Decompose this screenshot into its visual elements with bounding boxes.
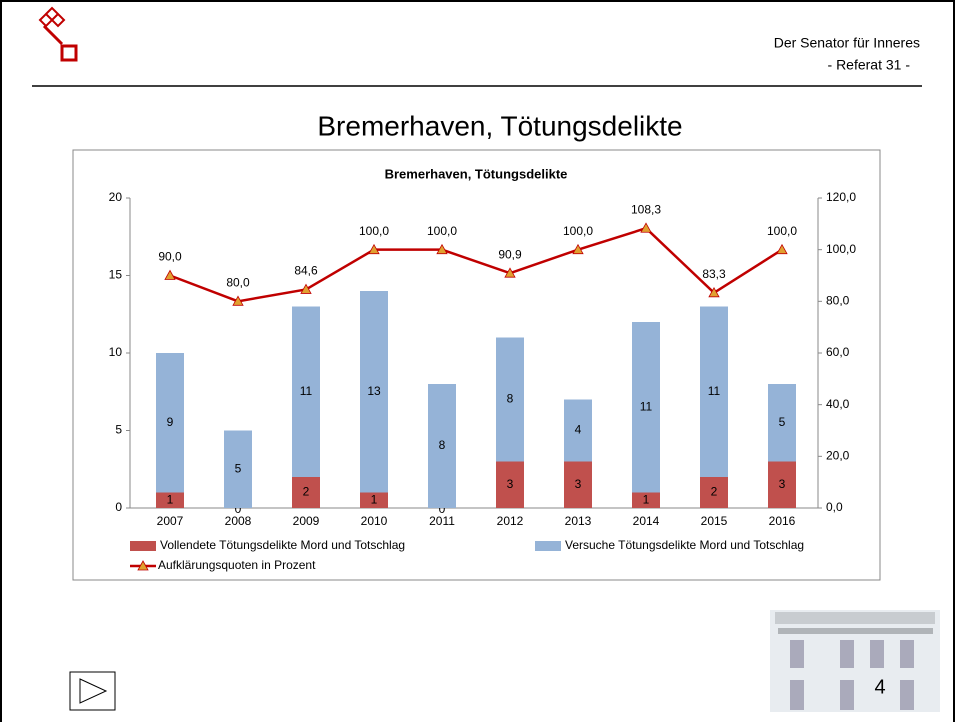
legend-marker: [137, 560, 149, 571]
line-data-label: 90,0: [158, 250, 182, 264]
y2-tick-label: 60,0: [826, 345, 850, 359]
x-tick-label: 2009: [293, 514, 320, 528]
bar-segment: [768, 384, 796, 462]
chart-frame: [72, 149, 881, 581]
play-icon: [79, 678, 108, 704]
x-tick-label: 2007: [157, 514, 184, 528]
y2-tick-label: 40,0: [826, 397, 850, 411]
line-marker: [776, 243, 788, 255]
x-tick-label: 2011: [429, 514, 455, 528]
line-marker: [572, 243, 584, 255]
y-tick-label: 20: [109, 190, 123, 204]
bar-segment: [292, 477, 320, 508]
line-marker: [300, 283, 312, 294]
logo: [38, 6, 78, 62]
x-tick-label: 2015: [701, 514, 728, 528]
x-tick-label: 2013: [565, 514, 592, 528]
bar-segment: [632, 322, 660, 493]
bar-segment: [360, 291, 388, 493]
data-label: 8: [439, 438, 446, 452]
data-label: 1: [643, 492, 650, 506]
data-label: 3: [575, 477, 582, 491]
line: [169, 226, 783, 303]
data-label: 3: [779, 477, 786, 491]
bar-segment: [496, 461, 524, 508]
y2-tick-label: 20,0: [826, 449, 850, 463]
data-label: 1: [167, 492, 174, 506]
y2-tick-label: 80,0: [826, 294, 850, 308]
line-data-label: 100,0: [563, 224, 593, 238]
page-number: 4: [874, 676, 885, 698]
line-marker: [640, 222, 652, 233]
data-label: 0: [235, 502, 242, 516]
y2-tick-label: 100,0: [826, 242, 856, 256]
legend-swatch: [535, 541, 561, 551]
data-label: 1: [371, 492, 378, 506]
data-label: 5: [235, 461, 242, 475]
bar-segment: [700, 477, 728, 508]
line-marker: [504, 267, 516, 278]
line-data-label: 84,6: [294, 264, 318, 278]
x-tick-label: 2010: [361, 514, 388, 528]
data-label: 2: [303, 485, 310, 499]
y-tick-label: 5: [115, 423, 122, 437]
bar-segment: [564, 461, 592, 508]
line-data-label: 83,3: [702, 267, 726, 281]
line-marker: [164, 269, 176, 280]
legend-label: Vollendete Tötungsdelikte Mord und Totsc…: [160, 538, 405, 552]
legend-swatch: [130, 541, 156, 551]
line-marker: [232, 295, 244, 306]
line-marker: [436, 243, 448, 255]
building-image: [770, 610, 940, 712]
data-label: 11: [640, 399, 653, 413]
bar-segment: [700, 306, 728, 477]
line-data-label: 108,3: [631, 202, 661, 216]
bar-segment: [632, 492, 660, 508]
bar-segment: [360, 492, 388, 508]
bar-segment: [224, 430, 252, 508]
y-tick-label: 10: [109, 345, 123, 359]
chart-title: Bremerhaven, Tötungsdelikte: [385, 166, 568, 181]
data-label: 2: [711, 485, 718, 499]
line-data-label: 100,0: [767, 224, 797, 238]
data-label: 11: [708, 384, 721, 398]
line-marker: [708, 286, 720, 298]
dept-name: - Referat 31 -: [828, 57, 911, 73]
bar-segment: [428, 384, 456, 508]
line-data-label: 80,0: [226, 276, 250, 290]
bar-segment: [292, 306, 320, 477]
legend-label: Versuche Tötungsdelikte Mord und Totschl…: [565, 538, 804, 552]
y2-tick-label: 0,0: [826, 500, 843, 514]
line-data-label: 100,0: [359, 224, 389, 238]
legend-label: Aufklärungsquoten in Prozent: [158, 558, 316, 572]
bar-segment: [768, 461, 796, 508]
line-data-label: 90,9: [498, 247, 522, 261]
data-label: 3: [507, 477, 514, 491]
bar-segment: [156, 492, 184, 508]
x-tick-label: 2016: [769, 514, 796, 528]
y-tick-label: 15: [109, 268, 123, 282]
slide-title: Bremerhaven, Tötungsdelikte: [317, 110, 682, 141]
data-label: 8: [507, 392, 514, 406]
y-tick-label: 0: [115, 500, 122, 514]
line-marker: [368, 243, 380, 255]
data-label: 9: [167, 415, 174, 429]
line-data-label: 100,0: [427, 224, 457, 238]
data-label: 13: [367, 384, 381, 398]
bar-segment: [156, 353, 184, 493]
bar-segment: [564, 399, 592, 462]
data-label: 4: [575, 423, 582, 437]
bar-segment: [496, 337, 524, 462]
y2-tick-label: 120,0: [826, 190, 856, 204]
data-label: 0: [439, 502, 446, 516]
x-tick-label: 2014: [633, 514, 660, 528]
x-tick-label: 2012: [497, 514, 524, 528]
data-label: 11: [300, 384, 313, 398]
data-label: 5: [779, 415, 786, 429]
x-tick-label: 2008: [225, 514, 252, 528]
org-name: Der Senator für Inneres: [774, 35, 920, 51]
